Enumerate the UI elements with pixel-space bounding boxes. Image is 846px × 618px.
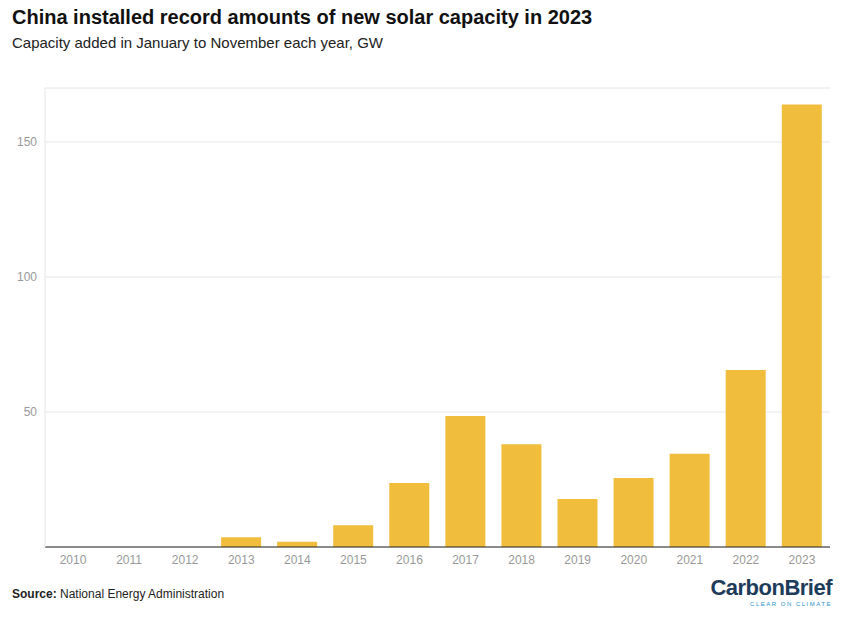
svg-text:50: 50 [24, 405, 38, 419]
svg-text:2012: 2012 [172, 553, 199, 567]
svg-text:2021: 2021 [676, 553, 703, 567]
svg-text:2019: 2019 [564, 553, 591, 567]
html-text:Capacity added in January to N: Capacity added in January to November ea… [12, 34, 383, 51]
svg-text:150: 150 [17, 135, 37, 149]
html-text:China installed record amounts: China installed record amounts of new so… [12, 6, 593, 28]
svg-text:2018: 2018 [508, 553, 535, 567]
svg-text:2013: 2013 [228, 553, 255, 567]
svg-text:100: 100 [17, 270, 37, 284]
svg-text:2016: 2016 [396, 553, 423, 567]
svg-text:2022: 2022 [733, 553, 760, 567]
html-text:CLEAR ON CLIMATE: CLEAR ON CLIMATE [750, 601, 832, 607]
html-text:CarbonBrief: CarbonBrief [710, 575, 832, 600]
svg-text:2020: 2020 [620, 553, 647, 567]
html-text:Source: National Energy Admini: Source: National Energy Administration [12, 587, 225, 601]
svg-text:2010: 2010 [60, 553, 87, 567]
svg-text:2015: 2015 [340, 553, 367, 567]
svg-text:2014: 2014 [284, 553, 311, 567]
svg-text:2017: 2017 [452, 553, 479, 567]
svg-text:2023: 2023 [789, 553, 816, 567]
svg-text:2011: 2011 [116, 553, 142, 567]
